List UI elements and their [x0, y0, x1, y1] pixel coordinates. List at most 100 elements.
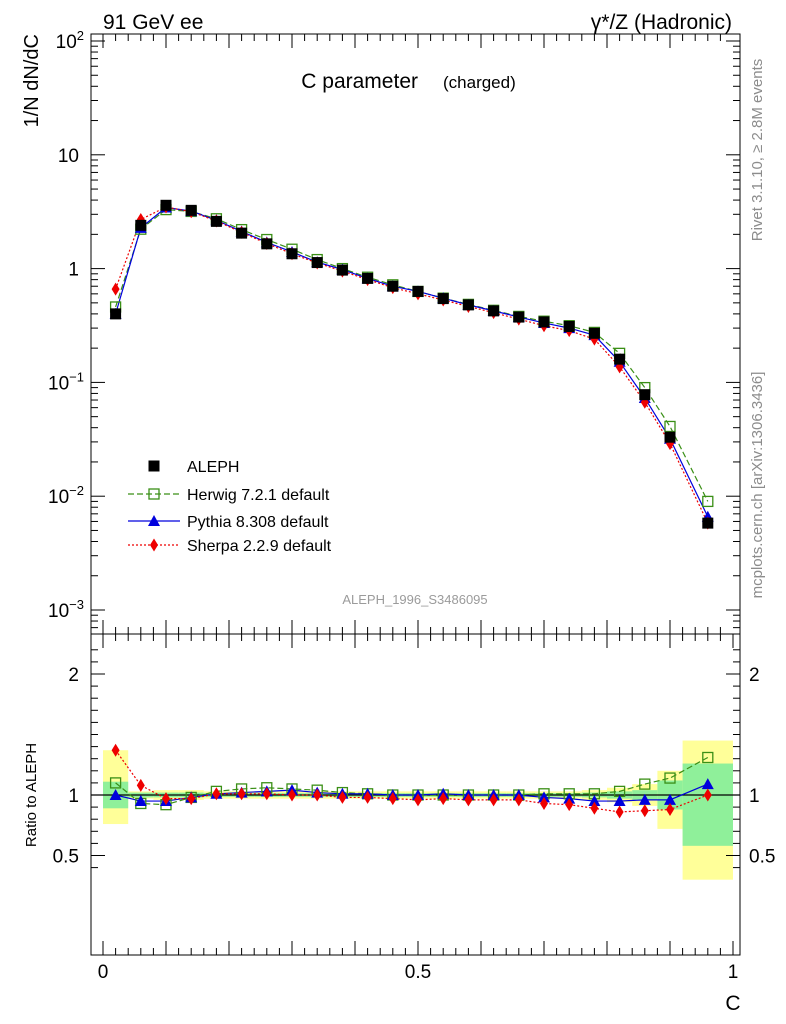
sherpa-point	[615, 805, 624, 819]
sherpa-point	[187, 792, 196, 806]
plot-subtitle: (charged)	[443, 73, 516, 92]
header-process-label: γ*/Z (Hadronic)	[591, 11, 732, 34]
sherpa-point	[439, 792, 448, 806]
data-point	[412, 285, 424, 297]
sherpa-point	[703, 788, 712, 802]
x-tick-label: 0	[98, 962, 109, 983]
herwig-point	[664, 420, 676, 433]
data-point	[588, 327, 600, 339]
y-tick-label: 10	[58, 146, 79, 167]
ratio-y-tick-label: 0.5	[53, 847, 79, 868]
y-tick-label: 10−3	[48, 597, 84, 622]
sherpa-point	[414, 793, 422, 807]
herwig-point	[148, 488, 160, 500]
pythia-point	[538, 791, 550, 803]
mcplots-credit-label: mcplots.cern.ch [arXiv:1306.3436]	[749, 372, 766, 599]
herwig-point	[664, 772, 676, 784]
pythia-point	[664, 793, 676, 805]
sherpa-point	[464, 793, 473, 807]
data-point	[261, 238, 273, 250]
data-point	[286, 248, 298, 260]
pythia-point	[563, 792, 576, 804]
sherpa-point	[288, 788, 296, 802]
sherpa-point	[313, 788, 322, 802]
data-point	[185, 204, 197, 216]
ratio-y-tick-label-right: 1	[749, 786, 760, 807]
sherpa-point	[666, 803, 674, 817]
x-tick-label: 1	[728, 962, 739, 983]
legend-label: Herwig 7.2.1 default	[187, 487, 330, 504]
data-point	[135, 219, 147, 231]
rivet-version-label: Rivet 3.1.10, ≥ 2.8M events	[749, 59, 766, 242]
sherpa-point	[162, 792, 170, 806]
sherpa-point	[640, 804, 649, 818]
pythia-ratio-line	[115, 783, 709, 802]
ratio-y-tick-label-right: 0.5	[749, 847, 775, 868]
sherpa-point	[237, 787, 246, 801]
herwig-point	[639, 778, 651, 790]
analysis-id-label: ALEPH_1996_S3486095	[342, 592, 487, 607]
data-point	[614, 353, 626, 365]
data-point	[387, 280, 399, 292]
sherpa-point	[388, 792, 397, 806]
sherpa-line	[115, 206, 709, 524]
data-point	[210, 215, 222, 227]
data-point	[513, 311, 525, 323]
ratio-y-tick-label: 1	[68, 786, 79, 807]
sherpa-point	[111, 282, 120, 296]
y-tick-label: 10−2	[48, 483, 84, 508]
data-point	[110, 308, 122, 320]
sherpa-point	[212, 787, 221, 801]
sherpa-point	[363, 790, 372, 804]
data-point	[488, 305, 500, 317]
sherpa-point	[514, 793, 523, 807]
legend-label: Pythia 8.308 default	[187, 514, 329, 531]
pythia-point	[588, 795, 601, 807]
sherpa-point	[489, 793, 498, 807]
y-tick-label: 1	[68, 260, 79, 281]
ratio-y-tick-label: 2	[68, 665, 79, 686]
data-point	[437, 293, 449, 305]
sherpa-point	[262, 787, 271, 801]
plot-title: C parameter	[301, 70, 418, 93]
uncertainty-band-inner	[682, 763, 733, 846]
legend-label: Sherpa 2.2.9 default	[187, 538, 332, 555]
sherpa-point	[565, 798, 574, 812]
data-point	[702, 517, 714, 529]
x-axis-label: C	[725, 992, 740, 1015]
data-point	[336, 264, 348, 276]
pythia-point	[109, 789, 122, 800]
pythia-point	[638, 793, 651, 805]
data-point	[311, 257, 323, 269]
data-point	[639, 389, 651, 401]
pythia-point	[134, 795, 147, 807]
pythia-point	[148, 515, 160, 526]
herwig-point	[702, 495, 714, 508]
sherpa-point	[540, 796, 548, 810]
legend: ALEPH Herwig 7.2.1 default Pythia 8.308 de…	[128, 459, 332, 555]
legend-label: ALEPH	[187, 459, 239, 476]
sherpa-point	[338, 790, 347, 804]
x-tick-label: 0.5	[405, 962, 431, 983]
data-point	[160, 199, 172, 211]
herwig-point	[702, 751, 714, 764]
data-point	[148, 460, 160, 472]
ratio-y-axis-label: Ratio to ALEPH	[23, 743, 40, 847]
y-tick-label: 102	[56, 28, 84, 53]
data-point	[538, 316, 550, 328]
data-point	[462, 299, 474, 311]
sherpa-point	[111, 743, 120, 757]
data-point	[236, 227, 248, 239]
main-y-axis-label: 1/N dN/dC	[21, 34, 43, 127]
data-point	[362, 272, 374, 284]
pythia-point	[701, 778, 714, 790]
sherpa-point	[150, 538, 158, 552]
pythia-point	[613, 795, 626, 807]
y-tick-label: 10−1	[48, 369, 84, 394]
header-energy-label: 91 GeV ee	[103, 11, 203, 34]
herwig-point	[109, 777, 122, 789]
sherpa-ratio-line	[115, 749, 709, 813]
data-point	[664, 431, 676, 443]
sherpa-point	[590, 801, 599, 815]
